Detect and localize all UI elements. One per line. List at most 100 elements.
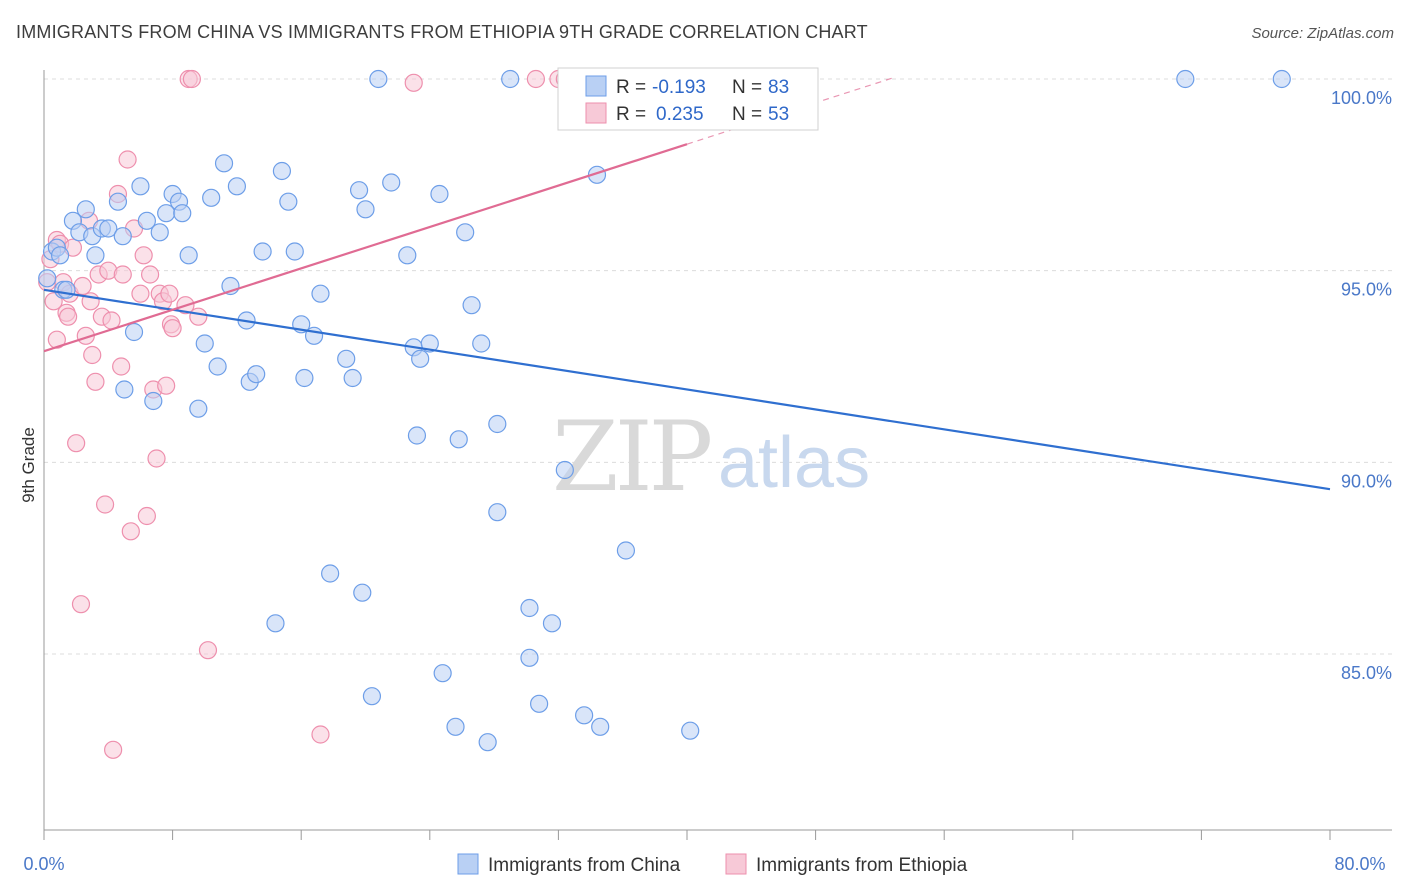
point-china xyxy=(247,365,266,384)
gridlines xyxy=(44,78,1392,655)
trendline-ethiopia-extension xyxy=(686,76,897,145)
point-china xyxy=(202,188,221,207)
point-ethiopia xyxy=(163,319,182,338)
point-china xyxy=(179,246,198,265)
point-china xyxy=(520,648,539,667)
point-china xyxy=(343,368,362,388)
point-china xyxy=(411,349,430,368)
point-ethiopia xyxy=(121,522,140,541)
y-tick-label: 90.0% xyxy=(1341,471,1392,491)
legend-china-n-label: N = xyxy=(732,77,762,98)
point-china xyxy=(362,687,382,706)
point-china xyxy=(433,664,452,683)
point-ethiopia xyxy=(140,265,160,284)
point-ethiopia xyxy=(198,641,218,660)
point-china xyxy=(1272,69,1291,89)
point-china xyxy=(295,368,314,388)
point-china xyxy=(478,733,497,752)
point-china xyxy=(137,211,156,230)
point-ethiopia xyxy=(118,150,137,169)
point-china xyxy=(446,717,465,736)
trendline-ethiopia xyxy=(43,143,688,353)
point-china xyxy=(227,177,246,196)
point-china xyxy=(349,181,369,200)
point-china xyxy=(279,192,298,211)
point-china xyxy=(488,503,507,522)
point-ethiopia xyxy=(131,284,150,303)
point-china xyxy=(86,246,105,265)
point-china xyxy=(430,184,449,204)
point-china xyxy=(520,598,539,618)
watermark-zip: ZIP xyxy=(552,401,711,513)
point-china xyxy=(1176,69,1195,89)
point-ethiopia xyxy=(112,357,131,376)
legend-ethiopia-n-label: N = xyxy=(732,104,762,125)
point-china xyxy=(382,173,401,192)
point-china xyxy=(369,69,388,89)
point-china xyxy=(449,430,468,449)
point-china xyxy=(472,334,491,353)
point-china xyxy=(50,246,70,265)
axes xyxy=(43,70,1392,831)
point-ethiopia xyxy=(134,246,153,265)
point-ethiopia xyxy=(189,307,208,326)
legend-ethiopia-n-value: 53 xyxy=(768,104,789,125)
legend-china-r-label: R = xyxy=(616,77,646,98)
point-china xyxy=(124,322,144,342)
point-china xyxy=(38,269,57,288)
point-ethiopia xyxy=(71,595,91,614)
point-china xyxy=(337,349,356,368)
point-china xyxy=(681,721,700,740)
legend-ethiopia-r-label: R = xyxy=(616,104,646,125)
y-tick-labels: 85.0% 90.0% 95.0% 100.0% xyxy=(1331,88,1392,683)
point-ethiopia xyxy=(147,449,166,468)
point-china xyxy=(195,334,214,353)
y-tick-label: 95.0% xyxy=(1341,280,1392,300)
bottom-legend-ethiopia: Immigrants from Ethiopia xyxy=(756,855,968,876)
x-tick-label-min: 0.0% xyxy=(23,854,64,874)
point-china xyxy=(407,426,427,445)
point-china xyxy=(616,541,636,560)
point-china xyxy=(115,380,134,399)
point-china xyxy=(321,564,340,583)
point-china xyxy=(555,460,574,480)
point-china xyxy=(272,161,292,181)
point-china xyxy=(144,391,163,411)
point-ethiopia xyxy=(73,276,92,296)
x-ticks xyxy=(43,830,1331,840)
point-ethiopia xyxy=(113,265,132,284)
point-china xyxy=(208,357,227,376)
point-china xyxy=(353,583,372,602)
point-china xyxy=(356,200,375,219)
point-ethiopia xyxy=(137,506,156,526)
legend-swatch-china xyxy=(585,75,607,97)
point-china xyxy=(253,242,272,261)
point-china xyxy=(462,296,481,315)
point-ethiopia xyxy=(83,345,102,365)
watermark: ZIP atlas xyxy=(552,401,870,513)
point-china xyxy=(501,69,520,89)
legend-ethiopia-r-value: 0.235 xyxy=(656,104,704,125)
point-ethiopia xyxy=(95,495,115,514)
point-china xyxy=(57,280,76,299)
point-china xyxy=(113,227,132,246)
point-china xyxy=(591,717,610,736)
point-ethiopia xyxy=(311,725,330,744)
point-china xyxy=(108,192,128,211)
y-axis-title: 9th Grade xyxy=(19,427,38,503)
point-china xyxy=(76,200,95,219)
point-china xyxy=(530,694,549,713)
series-china xyxy=(38,69,1291,752)
watermark-atlas: atlas xyxy=(718,423,870,503)
point-ethiopia xyxy=(182,69,201,89)
point-ethiopia xyxy=(86,372,105,391)
point-china xyxy=(311,284,330,303)
point-ethiopia xyxy=(104,740,123,759)
source-label: Source: ZipAtlas.com xyxy=(1251,25,1394,42)
legend-swatch-ethiopia xyxy=(585,102,607,124)
point-china xyxy=(420,334,439,353)
bottom-legend: Immigrants from China Immigrants from Et… xyxy=(457,853,968,876)
point-china xyxy=(398,246,417,265)
series-ethiopia xyxy=(38,69,574,759)
